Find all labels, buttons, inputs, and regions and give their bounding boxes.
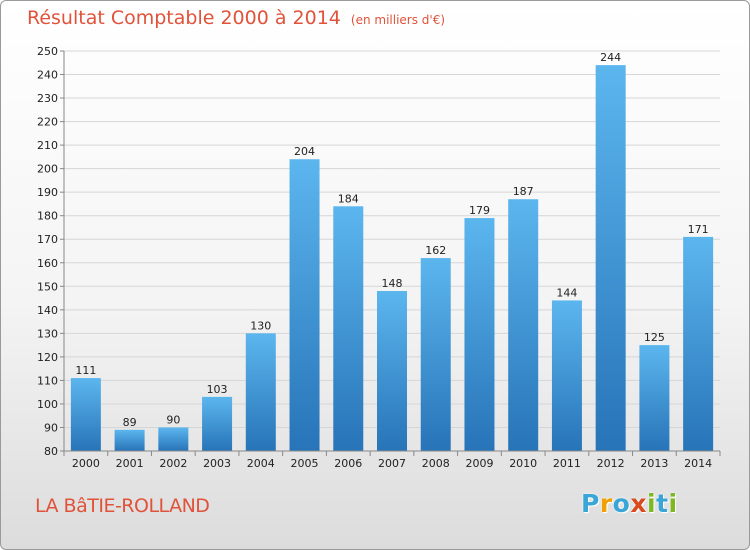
proxiti-logo: Proxiti bbox=[581, 489, 678, 518]
y-tick-label: 130 bbox=[37, 327, 58, 340]
y-tick-label: 120 bbox=[37, 351, 58, 364]
x-tick-label: 2002 bbox=[159, 457, 187, 470]
y-tick-label: 90 bbox=[44, 421, 58, 434]
logo-letter: x bbox=[630, 489, 647, 518]
bar-value-label: 103 bbox=[207, 383, 228, 396]
x-tick-label: 2007 bbox=[378, 457, 406, 470]
x-tick-label: 2006 bbox=[334, 457, 362, 470]
bars: 111 89 90 103 130 204 184 148 162 179 187 144 244 125… bbox=[70, 51, 714, 451]
bar-value-label: 89 bbox=[123, 416, 137, 429]
bar-value-label: 187 bbox=[513, 185, 534, 198]
bar bbox=[464, 218, 495, 451]
bar bbox=[245, 333, 276, 451]
y-tick-label: 240 bbox=[37, 69, 58, 82]
bar bbox=[420, 258, 451, 451]
x-tick-label: 2000 bbox=[72, 457, 100, 470]
y-tick-label: 230 bbox=[37, 92, 58, 105]
x-tick-label: 2011 bbox=[553, 457, 581, 470]
bar bbox=[333, 206, 364, 451]
bar-value-label: 148 bbox=[382, 277, 403, 290]
logo-letter: i bbox=[668, 489, 678, 518]
y-tick-label: 190 bbox=[37, 186, 58, 199]
x-tick-label: 2010 bbox=[509, 457, 537, 470]
bar-value-label: 162 bbox=[425, 244, 446, 257]
logo-letter: P bbox=[581, 489, 600, 518]
bar-value-label: 204 bbox=[294, 145, 315, 158]
bar-value-label: 90 bbox=[166, 413, 180, 426]
bar bbox=[595, 65, 626, 451]
y-tick-label: 250 bbox=[37, 45, 58, 58]
bar bbox=[114, 429, 145, 451]
y-tick-label: 110 bbox=[37, 374, 58, 387]
y-tick-label: 80 bbox=[44, 445, 58, 458]
bar-value-label: 144 bbox=[556, 286, 577, 299]
logo-letter: i bbox=[647, 489, 657, 518]
bar bbox=[508, 199, 539, 451]
bar-value-label: 125 bbox=[644, 331, 665, 344]
y-tick-label: 150 bbox=[37, 280, 58, 293]
bar bbox=[639, 345, 670, 451]
y-axis-ticks: 80 90 100 110 120 130 140 150 160 170 180 190 200 210… bbox=[37, 45, 64, 458]
x-tick-label: 2008 bbox=[422, 457, 450, 470]
bar-value-label: 179 bbox=[469, 204, 490, 217]
bar-value-label: 184 bbox=[338, 192, 359, 205]
logo-letter: o bbox=[612, 489, 631, 518]
y-tick-label: 100 bbox=[37, 398, 58, 411]
logo-letter: r bbox=[599, 489, 613, 518]
x-tick-label: 2012 bbox=[597, 457, 625, 470]
bar bbox=[683, 236, 714, 451]
x-tick-label: 2014 bbox=[684, 457, 712, 470]
y-tick-label: 140 bbox=[37, 304, 58, 317]
x-tick-label: 2001 bbox=[116, 457, 144, 470]
bar bbox=[158, 427, 189, 451]
x-tick-label: 2013 bbox=[640, 457, 668, 470]
chart-title: Résultat Comptable 2000 à 2014 (en millie… bbox=[27, 7, 445, 29]
unit-text: (en milliers d'€) bbox=[350, 13, 446, 27]
x-tick-label: 2005 bbox=[291, 457, 319, 470]
x-axis-ticks: 2000 2001 2002 2003 2004 2005 2006 2007 2008 2009… bbox=[63, 451, 721, 470]
bar bbox=[551, 300, 582, 451]
y-tick-label: 170 bbox=[37, 233, 58, 246]
y-tick-label: 160 bbox=[37, 257, 58, 270]
x-tick-label: 2004 bbox=[247, 457, 275, 470]
bar-value-label: 130 bbox=[250, 319, 271, 332]
bar-value-label: 111 bbox=[75, 364, 96, 377]
bar bbox=[289, 159, 320, 451]
bar bbox=[70, 378, 101, 451]
bar bbox=[377, 291, 407, 451]
x-tick-label: 2003 bbox=[203, 457, 231, 470]
y-tick-label: 220 bbox=[37, 116, 58, 129]
bar-value-label: 244 bbox=[600, 51, 621, 64]
y-tick-label: 200 bbox=[37, 163, 58, 176]
y-tick-label: 210 bbox=[37, 139, 58, 152]
logo-letter: t bbox=[656, 489, 669, 518]
axes bbox=[63, 51, 720, 452]
y-tick-label: 180 bbox=[37, 210, 58, 223]
x-tick-label: 2009 bbox=[465, 457, 493, 470]
bar bbox=[202, 396, 233, 451]
commune-name: LA BâTIE-ROLLAND bbox=[35, 495, 210, 517]
bar-value-label: 171 bbox=[688, 223, 709, 236]
title-text: Résultat Comptable 2000 à 2014 bbox=[27, 7, 341, 29]
